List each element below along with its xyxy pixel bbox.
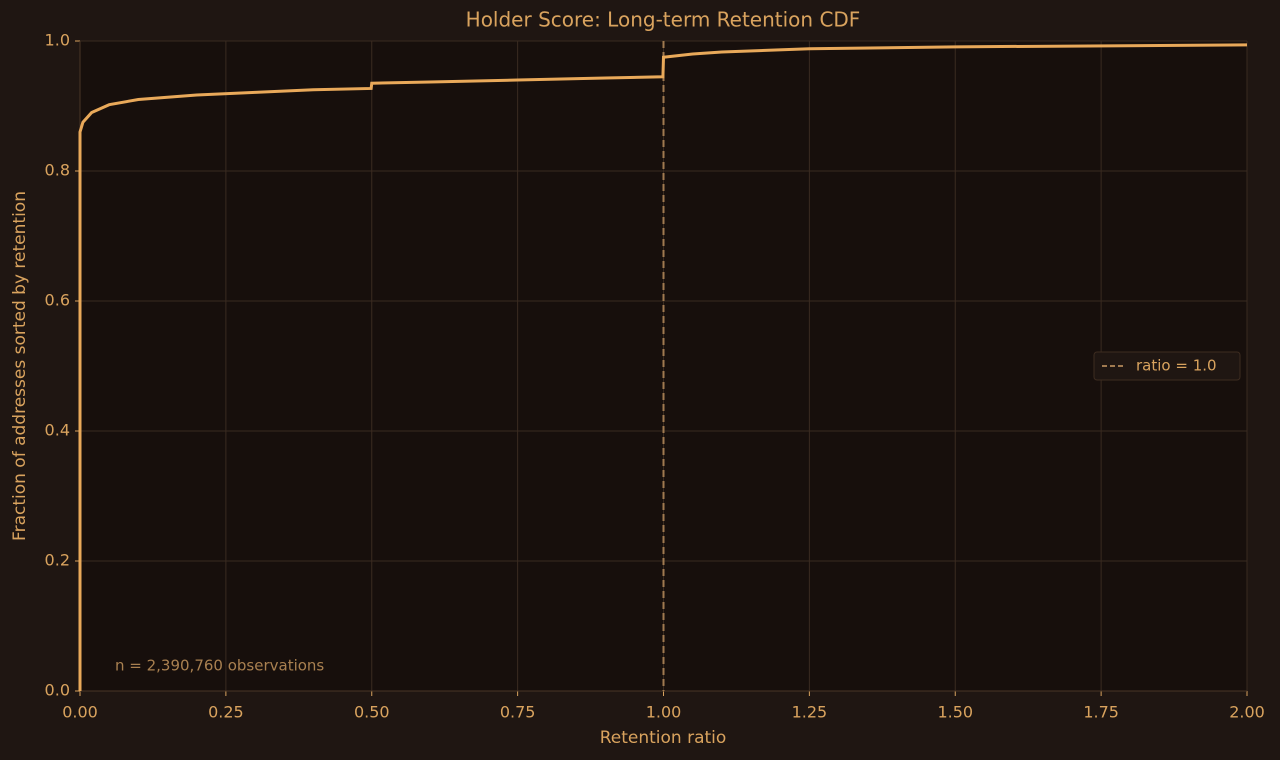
y-tick-label: 1.0 xyxy=(45,31,70,50)
x-tick-label: 2.00 xyxy=(1229,703,1265,722)
chart-title: Holder Score: Long-term Retention CDF xyxy=(466,8,861,32)
x-tick-label: 0.50 xyxy=(354,703,390,722)
y-tick-label: 0.4 xyxy=(45,421,70,440)
y-tick-label: 0.2 xyxy=(45,551,70,570)
legend-label: ratio = 1.0 xyxy=(1136,357,1217,375)
cdf-line xyxy=(78,43,1248,691)
x-tick-label: 1.00 xyxy=(646,703,682,722)
x-tick-label: 1.25 xyxy=(792,703,828,722)
y-axis-label: Fraction of addresses sorted by retentio… xyxy=(10,191,30,541)
y-tick-label: 0.0 xyxy=(45,681,70,700)
x-tick-label: 1.50 xyxy=(937,703,973,722)
x-tick-label: 0.00 xyxy=(62,703,98,722)
y-tick-label: 0.8 xyxy=(45,161,70,180)
y-tick-label: 0.6 xyxy=(45,291,70,310)
x-tick-label: 1.75 xyxy=(1083,703,1119,722)
x-axis-label: Retention ratio xyxy=(600,728,727,748)
annotation: n = 2,390,760 observations xyxy=(115,657,324,675)
legend-box xyxy=(1093,351,1241,381)
x-tick-label: 0.25 xyxy=(208,703,244,722)
x-tick-label: 0.75 xyxy=(500,703,536,722)
